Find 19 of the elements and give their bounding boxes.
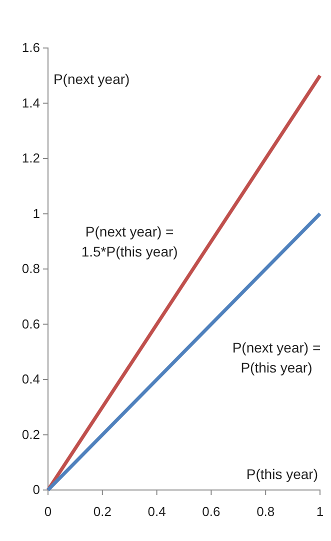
x-tick-label: 1 [316,504,324,520]
x-tick-label: 0 [44,504,52,520]
x-tick-label: 0.2 [93,504,112,520]
y-tick-label: 0 [32,482,40,498]
x-axis-title: P(this year) [246,466,318,482]
y-tick-label: 1.6 [22,40,40,56]
series-label: P(next year) = 1.5*P(this year) [81,223,178,260]
series-label: P(next year) = P(this year) [232,339,321,376]
y-axis-title: P(next year) [53,70,130,87]
y-tick-label: 0.4 [22,372,40,387]
y-tick-label: 0.8 [22,261,40,276]
y-tick-label: 0.6 [22,316,40,332]
x-tick-label: 0.4 [148,504,166,520]
y-tick-label: 0.2 [22,426,40,442]
x-tick-label: 0.8 [256,504,275,520]
y-tick-label: 1.4 [22,95,40,110]
x-tick-label: 0.6 [202,504,220,520]
y-tick-label: 1 [32,206,40,221]
y-tick-label: 1.2 [22,150,40,166]
